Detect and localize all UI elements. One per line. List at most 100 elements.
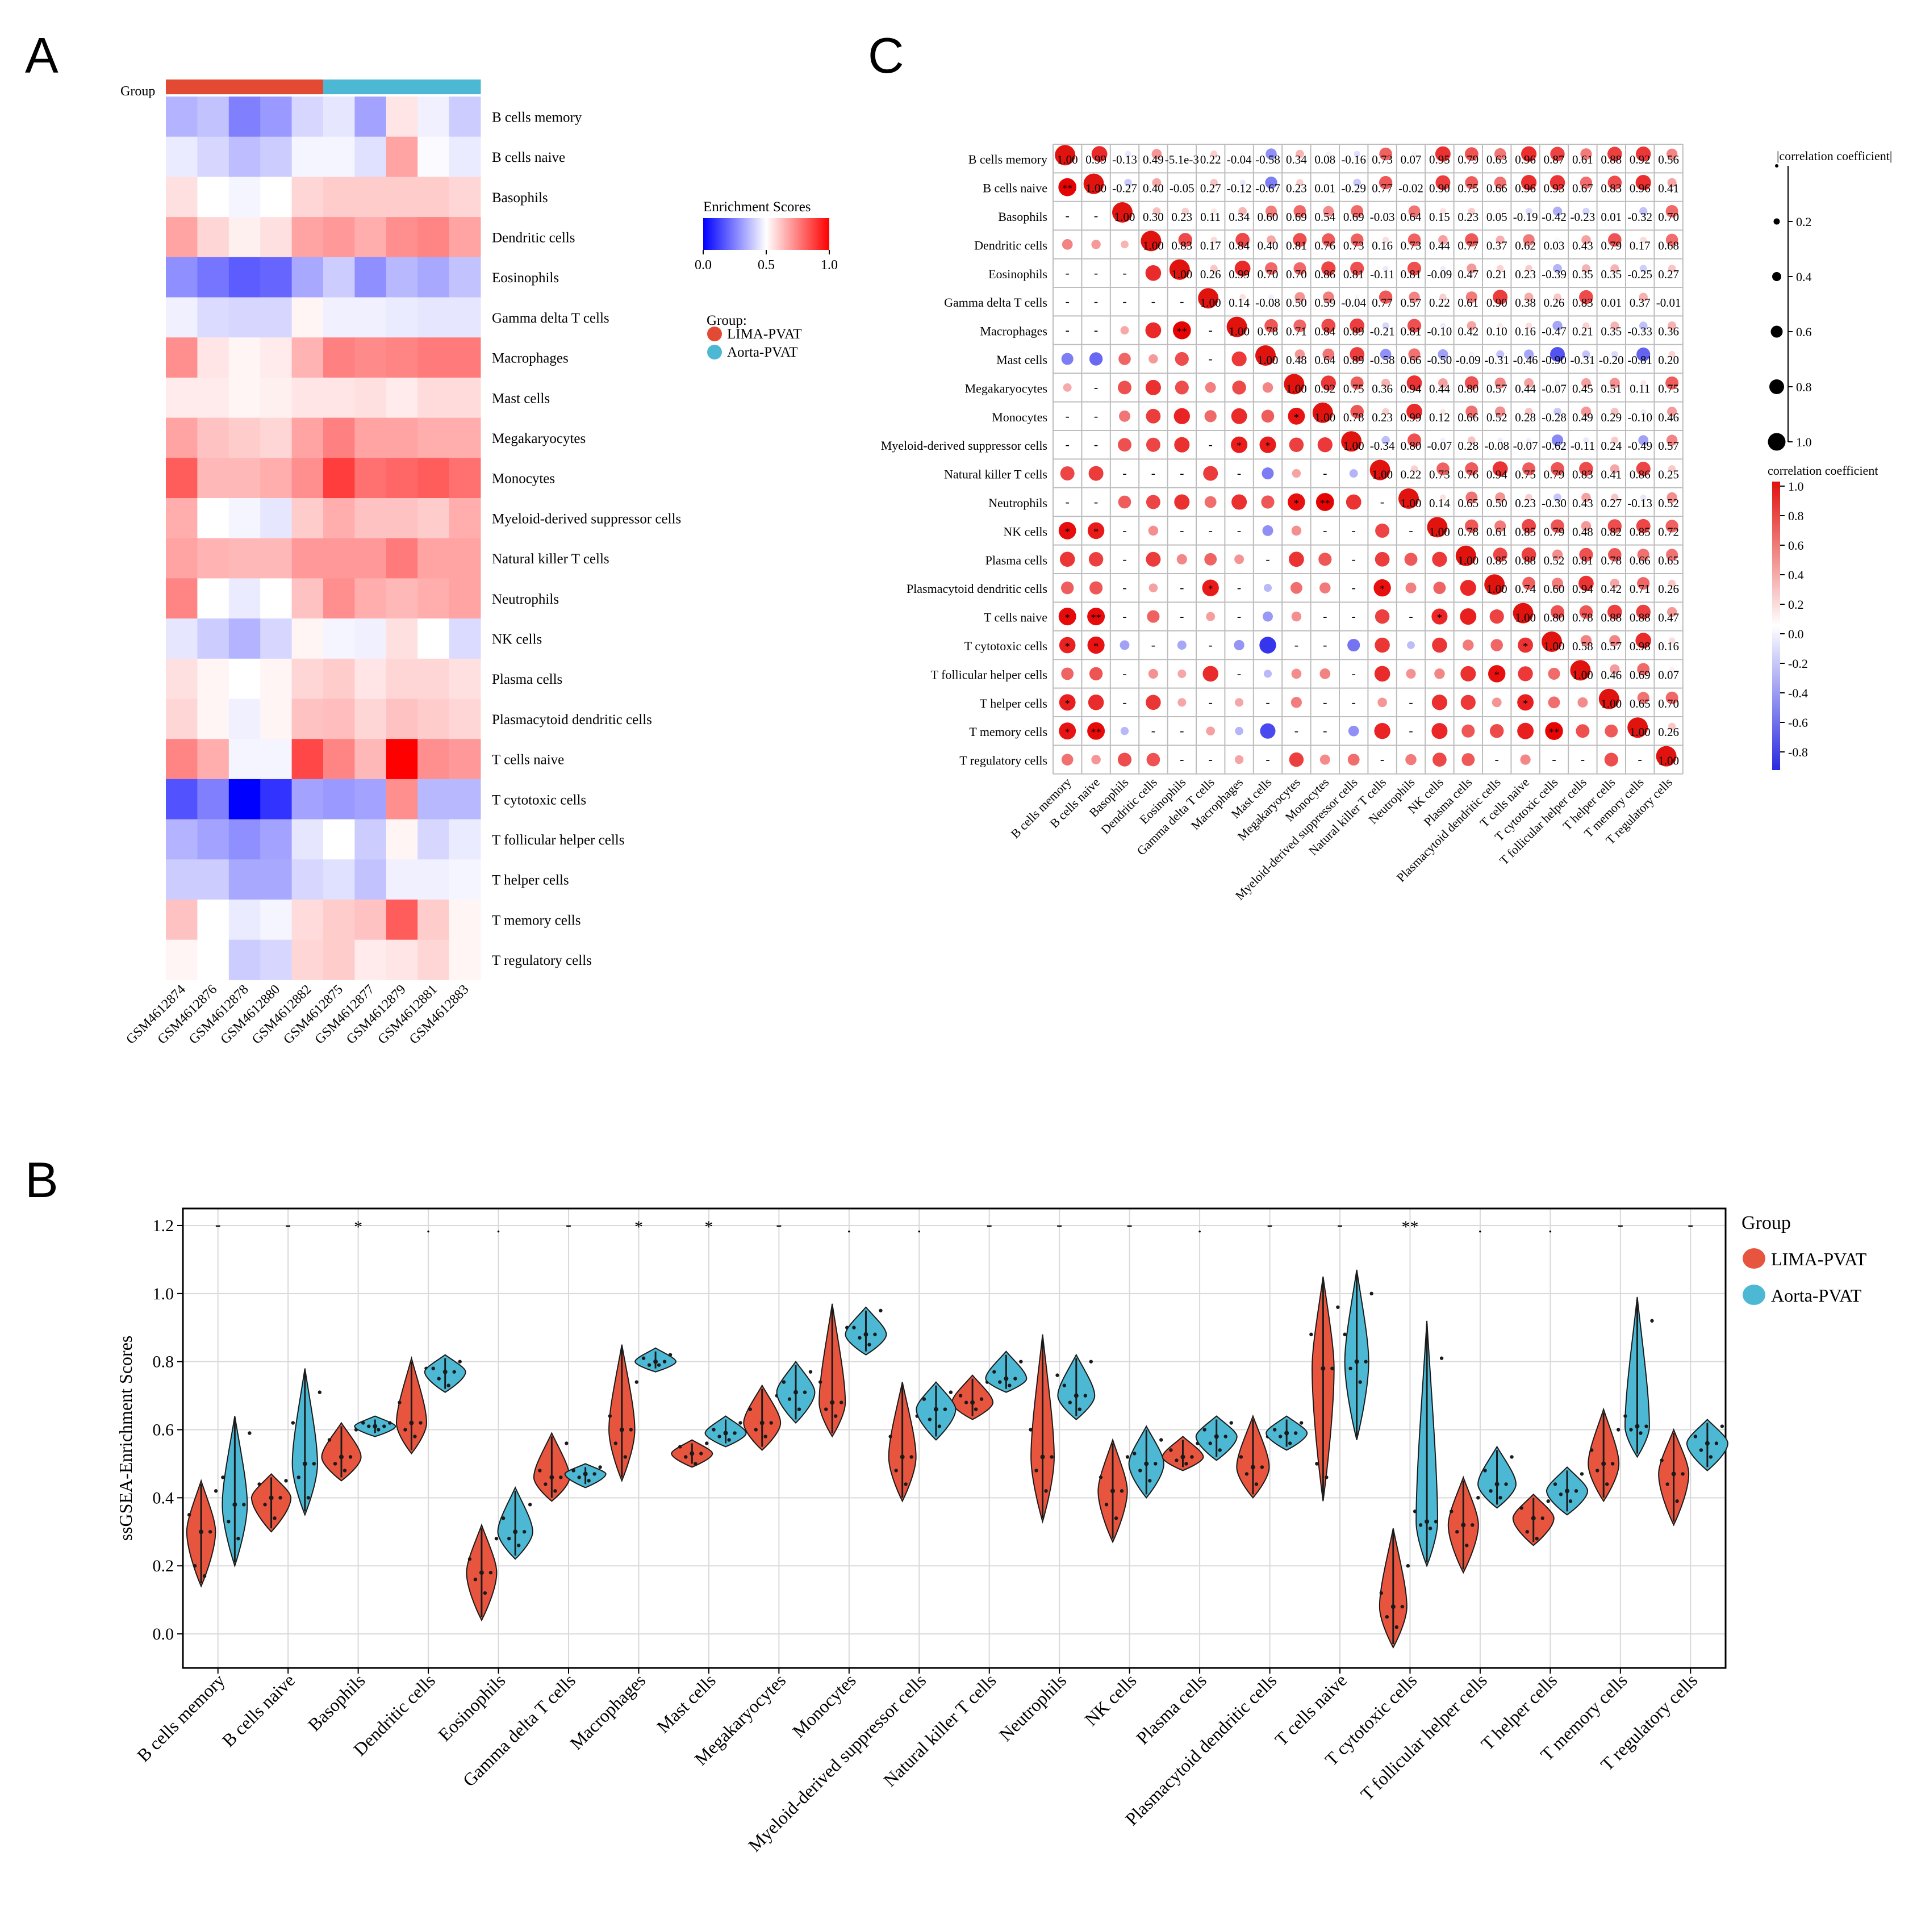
heatmap-cell [166, 136, 198, 177]
violin-point [1476, 1496, 1480, 1500]
lower-circle [1232, 380, 1246, 395]
heatmap-cell [197, 739, 229, 780]
upper-value: 0.99 [1085, 153, 1106, 166]
lower-insignificant-mark: - [1151, 466, 1155, 480]
heatmap-cell [449, 900, 481, 940]
heatmap-cell [291, 498, 324, 539]
upper-value: 0.59 [1314, 296, 1335, 310]
lower-circle [1460, 608, 1477, 625]
lower-insignificant-mark: - [1352, 523, 1356, 537]
color-legend-label: 0.0 [1788, 627, 1804, 641]
upper-value: -0.03 [1370, 210, 1395, 224]
upper-value: 0.72 [1658, 525, 1679, 538]
upper-circle [1240, 151, 1246, 157]
violin-point [748, 1407, 752, 1411]
heatmap-cell [417, 538, 450, 579]
upper-circle [1322, 348, 1335, 361]
upper-value: 1.00 [1630, 725, 1651, 739]
heatmap-cell [386, 618, 418, 659]
upper-value: -0.58 [1255, 153, 1280, 166]
violin-median [302, 1461, 307, 1466]
lower-insignificant-mark: - [1352, 666, 1356, 680]
heatmap-cell [166, 658, 198, 699]
heatmap-cell [197, 699, 229, 739]
violin-median [1354, 1359, 1359, 1364]
row-label-t-regulatory-cells: T regulatory cells [492, 953, 592, 968]
lower-circle [1315, 493, 1334, 511]
lower-insignificant-mark: - [1094, 294, 1098, 308]
violin-median [1425, 1519, 1430, 1524]
upper-value: 0.49 [1572, 411, 1593, 424]
lower-circle [1548, 667, 1560, 680]
x-tick-label-neutrophils: Neutrophils [995, 1670, 1070, 1745]
heatmap-cell [291, 779, 324, 820]
lower-circle [1291, 668, 1302, 679]
heatmap-cell [354, 177, 387, 218]
upper-circle [1408, 233, 1421, 246]
upper-circle [1668, 265, 1676, 273]
significance-mark: - [1337, 1215, 1343, 1234]
size-legend-dot [1772, 272, 1781, 281]
panel-c-correlation-matrix: 1.00 0.99 -0.13 0.49 -5.1e-3 0.22 -0.04 -0.58 0.… [881, 144, 1892, 903]
violin-point [565, 1441, 569, 1445]
heatmap-cell [260, 859, 293, 900]
group-legend-title: Group: [707, 313, 747, 328]
lower-circle [1176, 554, 1187, 564]
upper-value: 0.52 [1658, 496, 1679, 510]
upper-value: -0.49 [1627, 439, 1652, 453]
violin-point [1293, 1431, 1298, 1435]
upper-circle [1636, 604, 1651, 620]
significance-mark: . [426, 1218, 431, 1236]
diagonal-circle [1112, 202, 1133, 223]
lower-circle [1517, 722, 1534, 739]
upper-circle [1581, 264, 1590, 273]
upper-value: 0.88 [1515, 554, 1536, 567]
upper-circle [1293, 262, 1306, 275]
violin-point [634, 1380, 639, 1384]
significance-mark: - [566, 1215, 571, 1234]
upper-circle [1553, 293, 1561, 301]
violin-point [1044, 1489, 1048, 1493]
violin-point [613, 1441, 618, 1445]
upper-circle [1637, 549, 1649, 561]
violin-point [544, 1482, 548, 1486]
heatmap-cell [166, 699, 198, 739]
upper-value: 1.00 [1457, 554, 1479, 567]
upper-circle [1610, 664, 1620, 674]
heatmap-cell [197, 417, 229, 458]
upper-circle [1234, 260, 1251, 277]
upper-value: 0.27 [1601, 496, 1622, 510]
violin-point [598, 1465, 602, 1469]
heatmap-cell [417, 578, 450, 619]
lower-insignificant-mark: - [1323, 523, 1327, 537]
lower-circle [1488, 665, 1506, 683]
lower-circle [1346, 494, 1361, 510]
upper-value: 0.79 [1544, 468, 1565, 482]
upper-circle [1125, 150, 1131, 157]
upper-value: 0.75 [1658, 382, 1679, 395]
heatmap-cell [291, 417, 324, 458]
panel-b-violin-plot: 0.0 0.2 0.4 0.6 0.8 1.0 1.2 ssGSEA-Enrichment S… [115, 1207, 1867, 1856]
upper-circle [1124, 178, 1132, 187]
violin-point [296, 1475, 301, 1479]
color-legend-label: -0.2 [1788, 656, 1808, 671]
heatmap-cell [354, 136, 387, 177]
violin-point [1465, 1544, 1469, 1548]
upper-value: 0.40 [1143, 182, 1164, 195]
upper-circle [1183, 152, 1188, 157]
lower-circle [1145, 265, 1162, 281]
upper-value: 0.60 [1258, 210, 1279, 224]
upper-value: 0.90 [1486, 296, 1507, 310]
violin-point [1483, 1469, 1487, 1473]
heatmap-cell [291, 177, 324, 218]
lower-circle [1146, 695, 1161, 710]
diagonal-circle [1083, 173, 1104, 194]
lower-circle [1377, 697, 1387, 708]
violin-median [1321, 1366, 1326, 1371]
lower-insignificant-mark: - [1323, 695, 1327, 709]
group-legend-label-lima-pvat: LIMA-PVAT [727, 327, 802, 342]
violin-point [858, 1336, 862, 1340]
lower-significance: * [1237, 440, 1242, 451]
violin-point [833, 1414, 838, 1418]
group-legend-label-aorta-pvat: Aorta-PVAT [727, 345, 798, 360]
